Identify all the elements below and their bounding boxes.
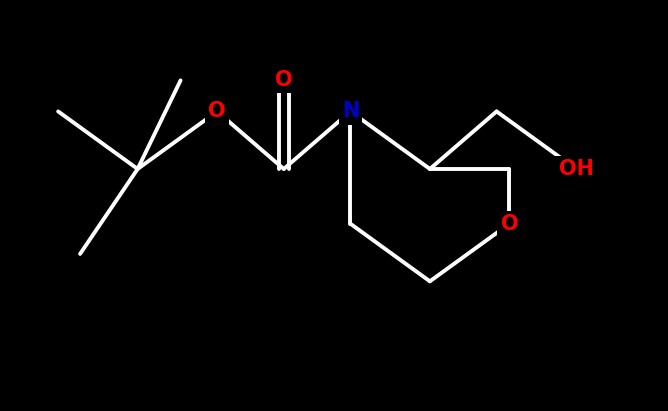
Text: OH: OH — [558, 159, 594, 179]
Text: O: O — [208, 102, 226, 121]
Text: O: O — [500, 214, 518, 234]
Text: N: N — [342, 102, 359, 121]
Text: O: O — [275, 70, 293, 90]
